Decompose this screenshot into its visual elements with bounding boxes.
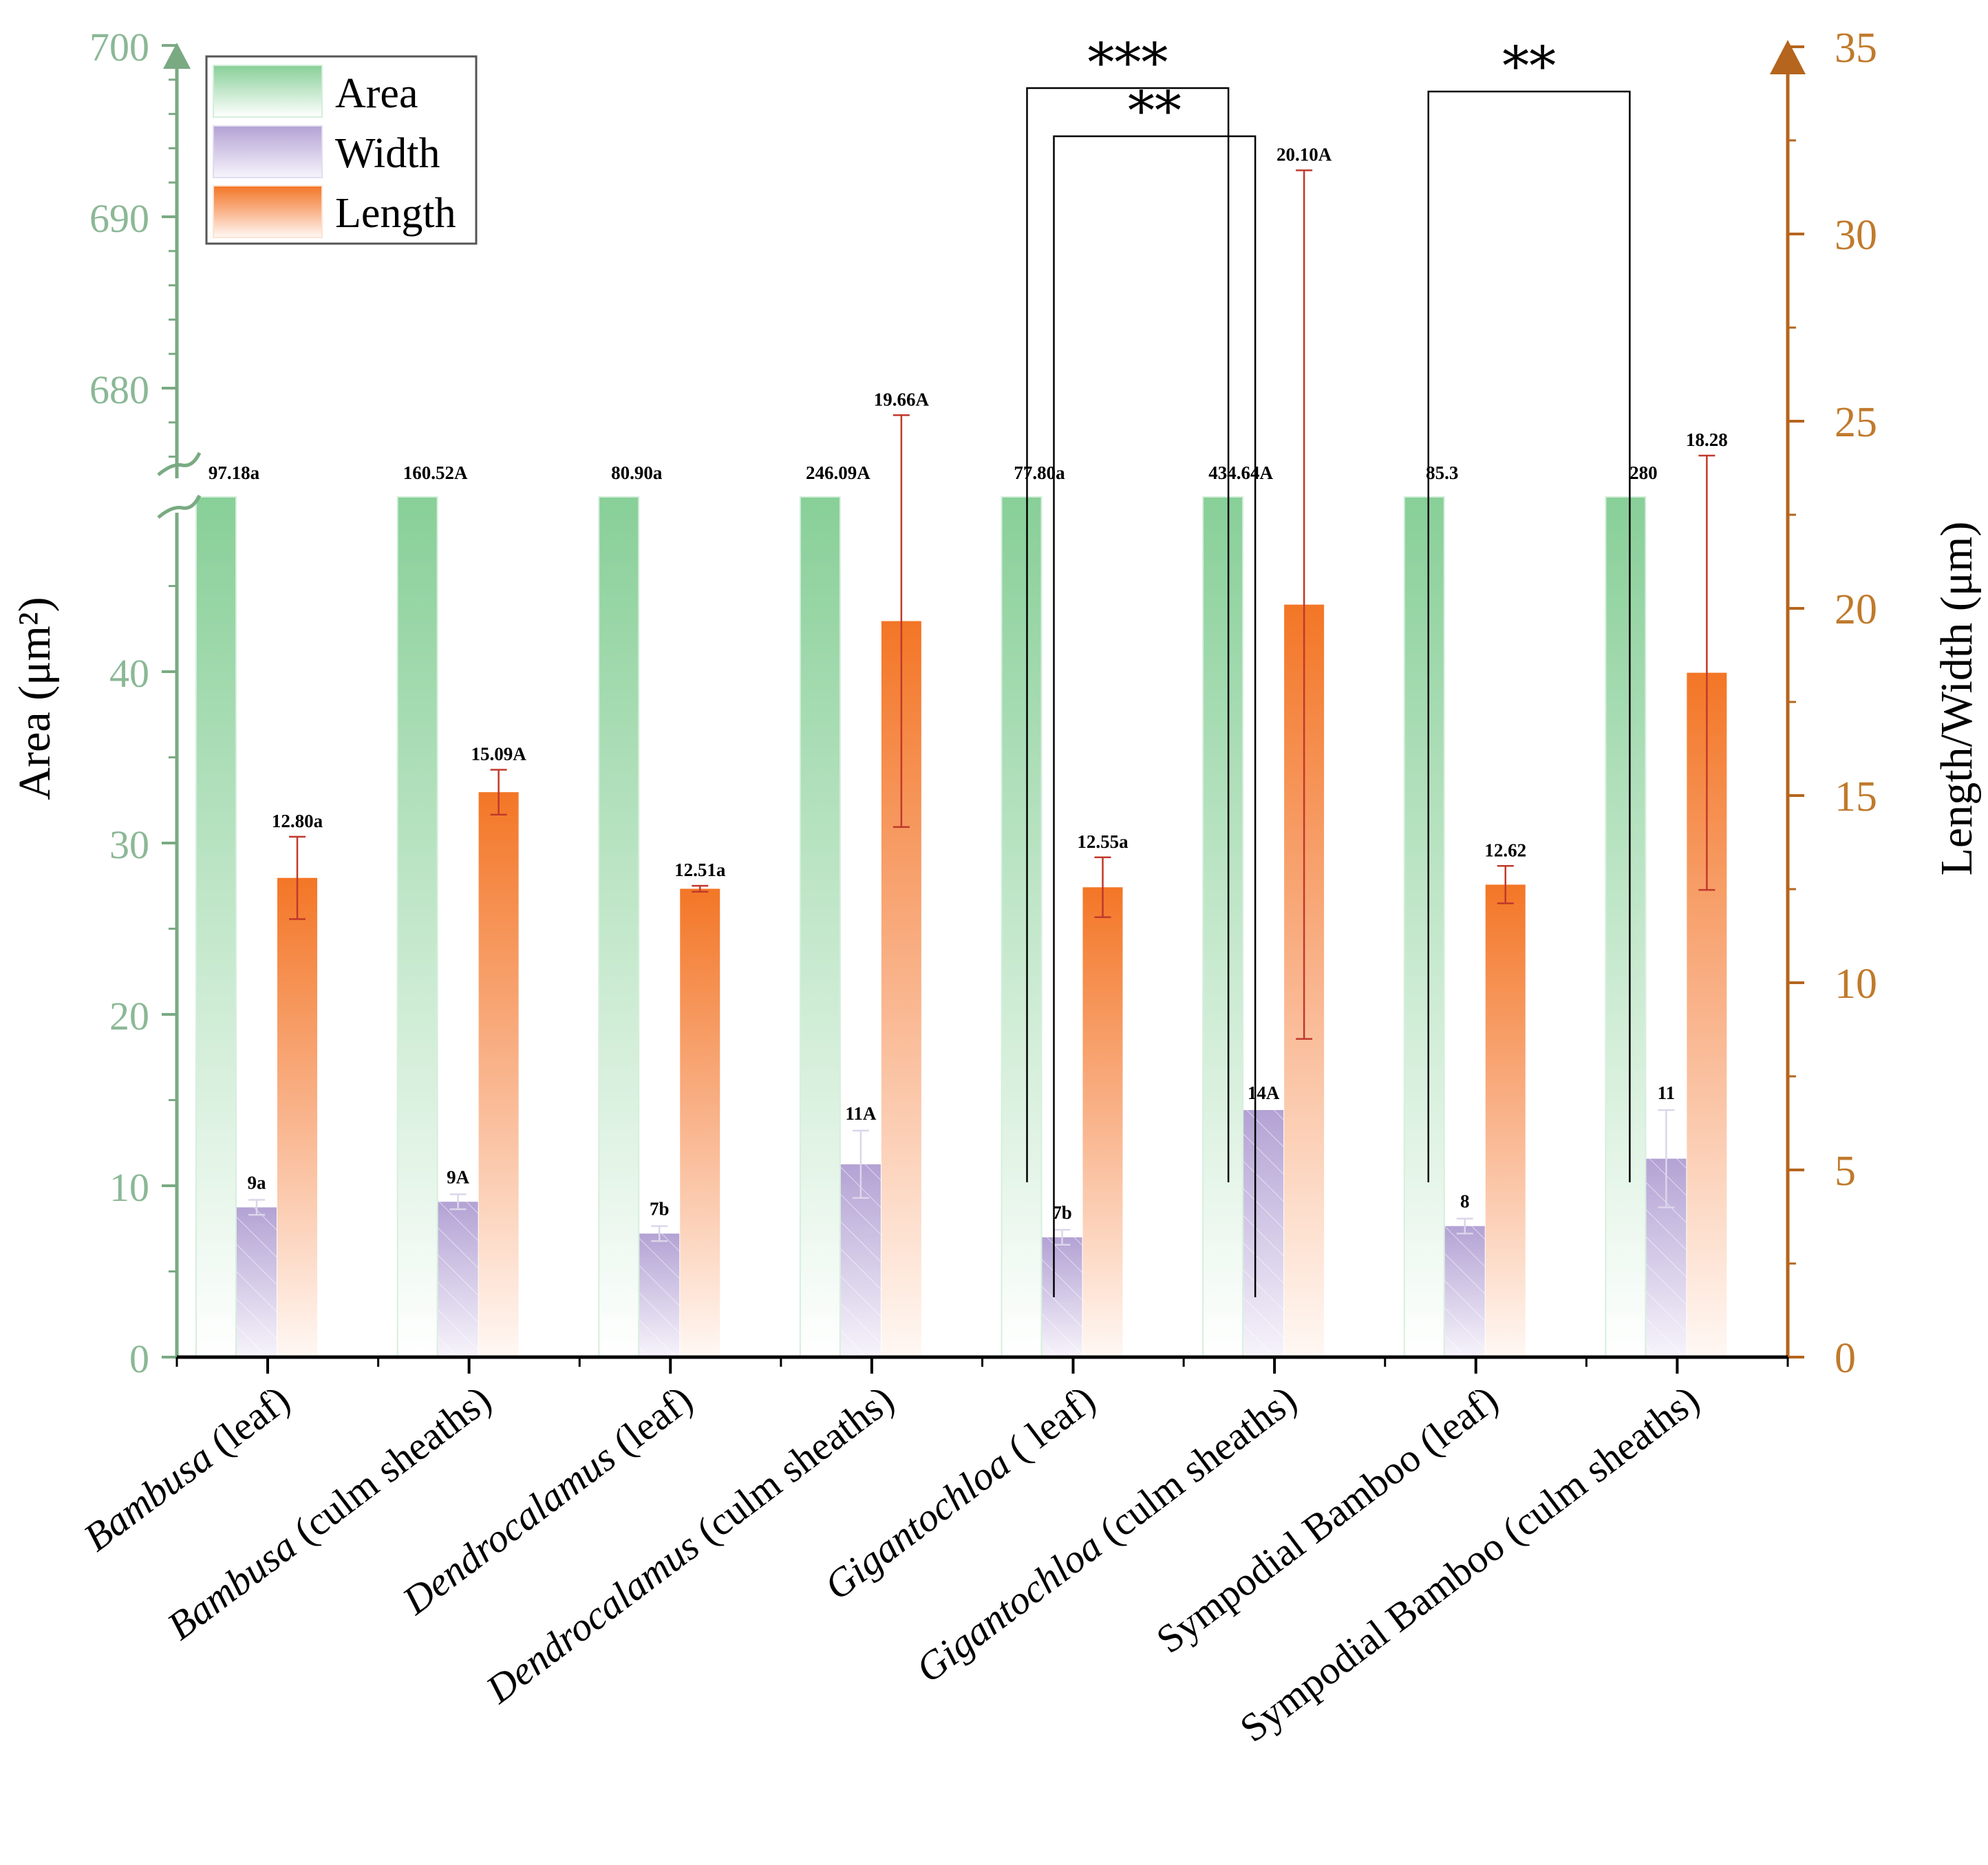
area-value-label: 160.52A — [403, 462, 468, 483]
area-value-label: 85.3 — [1426, 462, 1458, 483]
right-axis-tick-label: 35 — [1835, 25, 1877, 72]
left-axis-tick-label: 690 — [89, 196, 149, 241]
width-value-label: 9A — [447, 1166, 470, 1187]
x-axis: Bambusa (leaf)Bambusa (culm sheaths)Dend… — [75, 1357, 1788, 1751]
area-bar — [800, 497, 840, 1357]
area-bar — [196, 497, 236, 1357]
legend-swatch-length — [213, 186, 322, 237]
category-genus: Gigantochloa — [816, 1440, 1018, 1608]
left-axis-tick-label: 680 — [89, 367, 149, 412]
area-bar — [1002, 497, 1042, 1357]
width-bar-hatch — [438, 1202, 478, 1357]
area-bar — [1203, 497, 1243, 1357]
area-value-label: 246.09A — [806, 462, 870, 483]
significance-bracket-width-label: ** — [1128, 81, 1182, 142]
width-value-label: 7b — [650, 1199, 670, 1219]
category-part: Sympodial Bamboo (leaf) — [1148, 1376, 1506, 1661]
left-axis-tick-label: 20 — [109, 994, 149, 1038]
legend: Area Width Length — [206, 56, 476, 244]
category-part: (culm sheaths) — [681, 1376, 902, 1559]
axis-break-mark — [158, 453, 200, 475]
x-axis-category-label: Gigantochloa (culm sheaths) — [908, 1376, 1305, 1691]
category-part: ( leaf) — [992, 1376, 1104, 1476]
area-bar — [599, 497, 639, 1357]
area-bar — [398, 497, 438, 1357]
right-axis-title: Length/Width (μm) — [1932, 522, 1982, 876]
area-value-label: 434.64A — [1208, 462, 1273, 483]
width-bar-hatch — [1243, 1110, 1283, 1357]
legend-label-area: Area — [335, 70, 418, 117]
bars-layer — [196, 497, 1727, 1357]
significance-bracket-area — [1027, 88, 1229, 1182]
length-bar — [1083, 887, 1123, 1357]
axis-break-mark — [158, 495, 200, 518]
legend-label-width: Width — [335, 130, 440, 177]
length-value-label: 12.51a — [674, 860, 726, 880]
right-axis-tick-label: 30 — [1835, 212, 1877, 259]
area-value-label: 280 — [1629, 462, 1658, 483]
right-axis-arrow — [1770, 40, 1806, 74]
right-axis-tick-label: 5 — [1835, 1148, 1856, 1195]
length-bar — [1486, 884, 1526, 1357]
x-axis-category-label: Dendrocalamus (culm sheaths) — [478, 1376, 902, 1712]
length-value-label: 15.09A — [471, 743, 527, 764]
width-bar-hatch — [1445, 1226, 1485, 1357]
category-part: (culm sheaths) — [277, 1376, 499, 1559]
width-value-label: 8 — [1460, 1191, 1470, 1212]
chart: 97.18a 9a 12.80a 160.52A 9A 15.09A 80.90a 7b 12.… — [0, 0, 1988, 1865]
length-value-label: 19.66A — [874, 389, 930, 409]
right-axis-tick-label: 10 — [1835, 961, 1877, 1008]
area-value-label: 97.18a — [209, 462, 260, 483]
length-bar — [277, 878, 317, 1357]
right-axis-tick-label: 25 — [1835, 399, 1877, 446]
width-bar-hatch — [1043, 1237, 1082, 1357]
length-value-label: 20.10A — [1276, 145, 1332, 165]
category-genus: Bambusa — [159, 1524, 305, 1649]
legend-swatch-area — [213, 65, 322, 117]
width-value-label: 14A — [1248, 1083, 1280, 1103]
length-bar — [680, 888, 720, 1357]
length-value-label: 12.80a — [272, 811, 323, 831]
category-genus: Gigantochloa — [908, 1524, 1110, 1692]
left-axis-tick-label: 0 — [129, 1336, 149, 1381]
category-part: (leaf) — [597, 1376, 701, 1470]
width-bar-hatch — [639, 1233, 679, 1357]
right-axis-tick-label: 15 — [1835, 774, 1877, 820]
length-value-label: 12.55a — [1077, 831, 1129, 852]
left-axis-tick-label: 40 — [109, 651, 149, 696]
length-bar — [479, 792, 519, 1357]
category-genus: Bambusa — [75, 1435, 221, 1560]
width-bar-hatch — [237, 1207, 277, 1357]
area-value-label: 77.80a — [1014, 462, 1065, 483]
area-bar — [1404, 497, 1444, 1357]
significance-bracket-area — [1429, 92, 1630, 1182]
right-axis-tick-label: 0 — [1835, 1335, 1856, 1382]
category-part: (leaf) — [194, 1376, 298, 1470]
width-value-label: 9a — [248, 1173, 267, 1193]
left-axis-tick-label: 10 — [109, 1165, 149, 1210]
width-value-label: 11 — [1658, 1083, 1676, 1103]
category-part: (culm sheaths) — [1083, 1376, 1305, 1559]
x-axis-category-label: Sympodial Bamboo (leaf) — [1148, 1376, 1506, 1661]
legend-swatch-width — [213, 126, 322, 178]
area-value-label: 80.90a — [611, 462, 663, 483]
width-value-label: 7b — [1052, 1202, 1072, 1223]
length-value-label: 18.28 — [1686, 429, 1728, 450]
x-axis-category-label: Bambusa (leaf) — [75, 1376, 297, 1559]
left-axis-tick-label: 30 — [109, 822, 149, 867]
left-axis: 0 10 20 30 40 680 690 700 — [89, 25, 200, 1381]
length-value-label: 12.62 — [1484, 840, 1526, 860]
width-value-label: 11A — [845, 1103, 877, 1124]
right-axis: 0 5 10 15 20 25 30 35 — [1770, 25, 1877, 1382]
left-axis-tick-label: 700 — [89, 25, 149, 70]
area-bar — [1605, 497, 1645, 1357]
legend-label-length: Length — [335, 190, 456, 237]
left-axis-title: Area (μm²) — [10, 597, 60, 800]
right-axis-tick-label: 20 — [1835, 586, 1877, 633]
significance-bracket-area-label: ** — [1502, 36, 1556, 98]
x-axis-category-label: Bambusa (culm sheaths) — [159, 1376, 500, 1648]
